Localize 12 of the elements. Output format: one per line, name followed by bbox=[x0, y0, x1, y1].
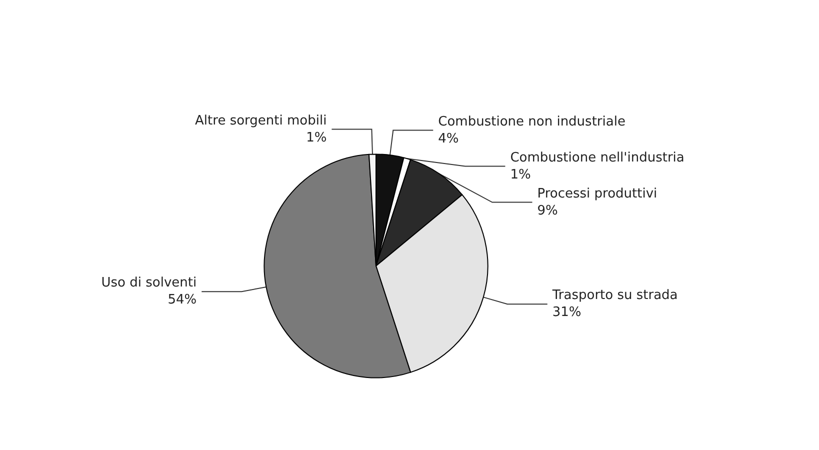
slice-label: Uso di solventi bbox=[101, 276, 197, 291]
slice-label: Combustione nell'industria bbox=[510, 150, 684, 166]
data-label: 54% bbox=[168, 292, 197, 308]
slice-label: Processi produttivi bbox=[537, 186, 658, 202]
data-label: 1% bbox=[306, 130, 327, 146]
data-label: 9% bbox=[537, 203, 558, 218]
data-label: 1% bbox=[510, 167, 531, 182]
slice-label: Combustione non industriale bbox=[438, 114, 626, 130]
data-label: 4% bbox=[438, 131, 459, 146]
data-label: 31% bbox=[552, 305, 582, 320]
slice-label: Trasporto su strada bbox=[551, 288, 678, 304]
slice-label: Altre sorgenti mobili bbox=[195, 113, 327, 128]
